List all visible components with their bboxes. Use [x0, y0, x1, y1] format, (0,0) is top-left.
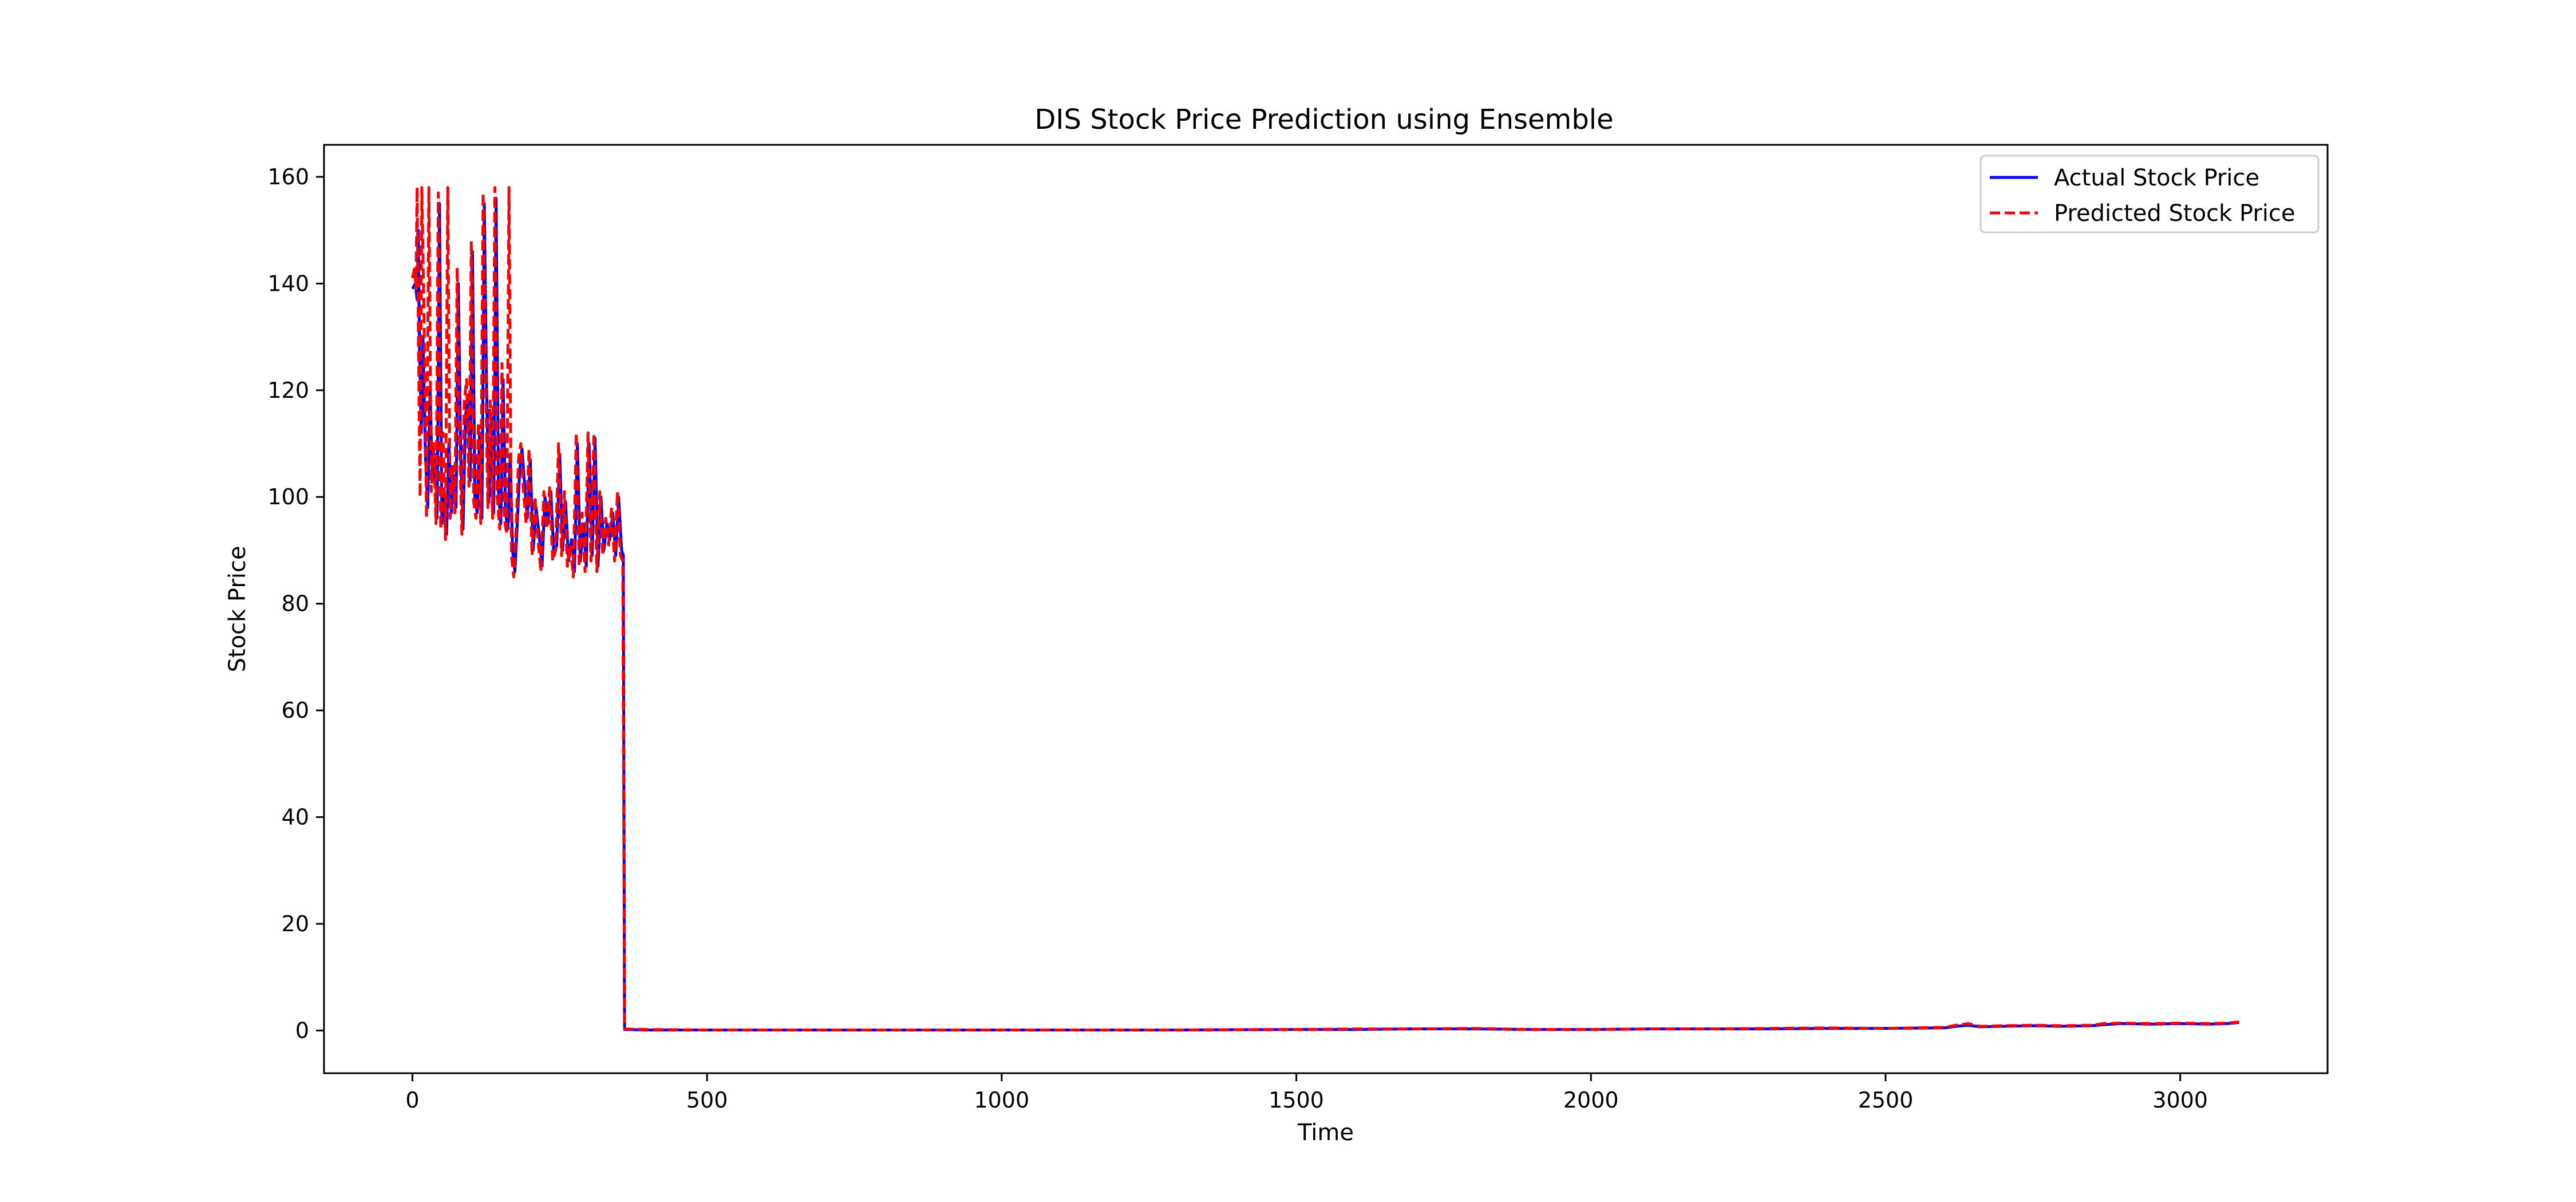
- legend-box: [1980, 155, 2320, 234]
- y-tick-label: 120: [267, 378, 309, 403]
- x-tick-label: 2500: [1858, 1088, 1914, 1113]
- x-tick-label: 0: [405, 1088, 419, 1113]
- y-tick-label: 60: [282, 698, 309, 723]
- y-axis-title: Stock Price: [224, 546, 251, 673]
- x-tick-label: 500: [686, 1088, 728, 1113]
- chart-title: DIS Stock Price Prediction using Ensembl…: [1034, 104, 1613, 136]
- x-tick-label: 3000: [2152, 1088, 2208, 1113]
- y-tick-label: 80: [282, 591, 309, 616]
- legend-label: Predicted Stock Price: [2054, 200, 2295, 227]
- legend-label: Actual Stock Price: [2054, 165, 2259, 191]
- y-tick-label: 20: [282, 911, 309, 936]
- x-tick-label: 1500: [1269, 1088, 1324, 1113]
- x-axis-title: Time: [1297, 1120, 1354, 1146]
- y-axis: 0 20 40 60 80 100 120 140 160: [267, 164, 324, 1043]
- y-tick-label: 40: [282, 805, 309, 830]
- y-tick-label: 140: [267, 271, 309, 296]
- series-layer: [410, 186, 2239, 1031]
- legend: Actual Stock Price Predicted Stock Price: [1980, 155, 2320, 234]
- x-axis: 0 500 1000 1500 2000 2500 3000: [405, 1073, 2208, 1113]
- y-tick-label: 160: [267, 164, 309, 189]
- y-tick-label: 100: [267, 484, 309, 509]
- plot-frame: [323, 144, 2329, 1074]
- x-tick-label: 2000: [1563, 1088, 1619, 1113]
- y-tick-label: 0: [295, 1018, 309, 1043]
- predicted-price-line: [410, 186, 2239, 1031]
- x-tick-label: 1000: [974, 1088, 1029, 1113]
